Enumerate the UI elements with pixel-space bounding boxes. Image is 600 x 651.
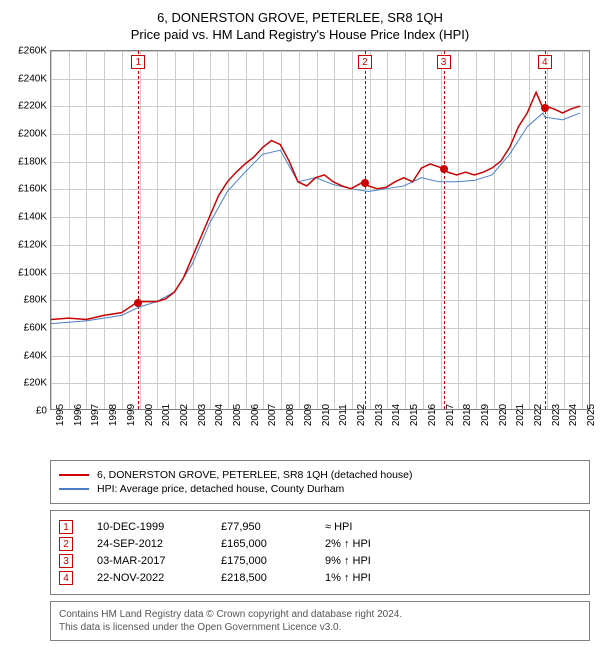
- sale-hpi-relation: 2% ↑ HPI: [325, 538, 415, 550]
- y-axis-label: £40K: [24, 350, 51, 361]
- legend-row: 6, DONERSTON GROVE, PETERLEE, SR8 1QH (d…: [59, 469, 581, 481]
- legend-swatch: [59, 474, 89, 476]
- y-axis-label: £0: [36, 406, 51, 417]
- sale-number-badge: 4: [59, 571, 73, 585]
- y-axis-label: £20K: [24, 378, 51, 389]
- sale-date: 22-NOV-2022: [97, 572, 197, 584]
- sale-price: £77,950: [221, 521, 301, 533]
- footer-attribution: Contains HM Land Registry data © Crown c…: [50, 601, 590, 641]
- footer-line1: Contains HM Land Registry data © Crown c…: [59, 608, 581, 621]
- sale-hpi-relation: 9% ↑ HPI: [325, 555, 415, 567]
- legend-row: HPI: Average price, detached house, Coun…: [59, 483, 581, 495]
- y-axis-label: £120K: [18, 239, 51, 250]
- y-axis-label: £200K: [18, 129, 51, 140]
- sales-table: 1 10-DEC-1999 £77,950 ≈ HPI 2 24-SEP-2012 £165…: [50, 510, 590, 595]
- sale-date: 03-MAR-2017: [97, 555, 197, 567]
- sale-date: 10-DEC-1999: [97, 521, 197, 533]
- sale-hpi-relation: 1% ↑ HPI: [325, 572, 415, 584]
- legend-label: HPI: Average price, detached house, Coun…: [97, 483, 344, 495]
- footer-line2: This data is licensed under the Open Gov…: [59, 621, 581, 634]
- y-axis-label: £80K: [24, 295, 51, 306]
- sale-date: 24-SEP-2012: [97, 538, 197, 550]
- y-axis-label: £140K: [18, 212, 51, 223]
- sale-row: 3 03-MAR-2017 £175,000 9% ↑ HPI: [59, 554, 581, 568]
- y-axis-label: £100K: [18, 267, 51, 278]
- legend-swatch: [59, 488, 89, 490]
- y-axis-label: £180K: [18, 156, 51, 167]
- sale-price: £165,000: [221, 538, 301, 550]
- sale-number-badge: 1: [59, 520, 73, 534]
- sale-hpi-relation: ≈ HPI: [325, 521, 415, 533]
- chart-container: 6, DONERSTON GROVE, PETERLEE, SR8 1QH Pr…: [10, 10, 590, 641]
- sale-price: £175,000: [221, 555, 301, 567]
- sale-row: 4 22-NOV-2022 £218,500 1% ↑ HPI: [59, 571, 581, 585]
- chart-title-sub: Price paid vs. HM Land Registry's House …: [10, 27, 590, 42]
- sale-number-badge: 2: [59, 537, 73, 551]
- legend: 6, DONERSTON GROVE, PETERLEE, SR8 1QH (d…: [50, 460, 590, 504]
- chart-title-address: 6, DONERSTON GROVE, PETERLEE, SR8 1QH: [10, 10, 590, 25]
- y-axis-label: £60K: [24, 322, 51, 333]
- y-axis-label: £160K: [18, 184, 51, 195]
- series-property: [51, 92, 580, 319]
- sale-price: £218,500: [221, 572, 301, 584]
- y-axis-label: £260K: [18, 46, 51, 57]
- legend-label: 6, DONERSTON GROVE, PETERLEE, SR8 1QH (d…: [97, 469, 413, 481]
- plot-area: £0£20K£40K£60K£80K£100K£120K£140K£160K£1…: [50, 50, 590, 410]
- y-axis-label: £220K: [18, 101, 51, 112]
- chart-lines: [51, 51, 589, 409]
- sale-row: 1 10-DEC-1999 £77,950 ≈ HPI: [59, 520, 581, 534]
- sale-row: 2 24-SEP-2012 £165,000 2% ↑ HPI: [59, 537, 581, 551]
- sale-number-badge: 3: [59, 554, 73, 568]
- series-hpi: [51, 113, 580, 324]
- y-axis-label: £240K: [18, 73, 51, 84]
- title-block: 6, DONERSTON GROVE, PETERLEE, SR8 1QH Pr…: [10, 10, 590, 42]
